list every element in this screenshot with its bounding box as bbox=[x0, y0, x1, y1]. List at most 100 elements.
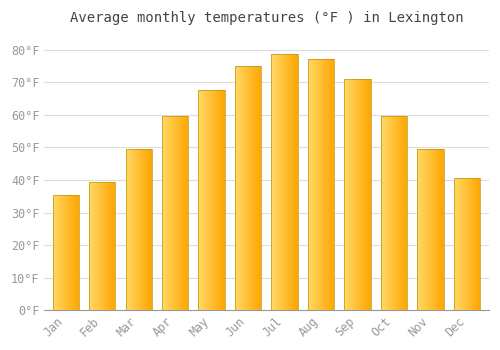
Bar bbox=[171, 117, 172, 310]
Bar bbox=[401, 117, 402, 310]
Bar bbox=[133, 149, 134, 310]
Bar bbox=[104, 182, 105, 310]
Bar bbox=[77, 195, 78, 310]
Bar bbox=[359, 79, 360, 310]
Bar bbox=[134, 149, 135, 310]
Bar bbox=[138, 149, 139, 310]
Bar bbox=[310, 59, 311, 310]
Bar bbox=[437, 149, 438, 310]
Bar bbox=[98, 182, 99, 310]
Bar bbox=[131, 149, 132, 310]
Bar bbox=[358, 79, 359, 310]
Bar bbox=[479, 178, 480, 310]
Bar bbox=[237, 66, 238, 310]
Bar bbox=[282, 54, 283, 310]
Bar bbox=[361, 79, 362, 310]
Bar bbox=[249, 66, 250, 310]
Bar bbox=[162, 117, 188, 310]
Bar bbox=[442, 149, 443, 310]
Bar bbox=[170, 117, 171, 310]
Bar bbox=[427, 149, 428, 310]
Bar bbox=[136, 149, 137, 310]
Bar bbox=[168, 117, 169, 310]
Bar bbox=[66, 195, 67, 310]
Bar bbox=[94, 182, 95, 310]
Bar bbox=[106, 182, 107, 310]
Bar bbox=[148, 149, 149, 310]
Bar bbox=[144, 149, 145, 310]
Bar bbox=[344, 79, 345, 310]
Bar bbox=[142, 149, 143, 310]
Bar bbox=[101, 182, 102, 310]
Bar bbox=[332, 59, 333, 310]
Bar bbox=[162, 117, 163, 310]
Bar bbox=[461, 178, 462, 310]
Bar bbox=[362, 79, 363, 310]
Bar bbox=[215, 90, 216, 310]
Bar bbox=[254, 66, 255, 310]
Bar bbox=[250, 66, 251, 310]
Bar bbox=[199, 90, 200, 310]
Bar bbox=[109, 182, 110, 310]
Bar bbox=[320, 59, 321, 310]
Bar bbox=[357, 79, 358, 310]
Bar bbox=[135, 149, 136, 310]
Bar bbox=[253, 66, 254, 310]
Bar bbox=[110, 182, 111, 310]
Bar bbox=[198, 90, 199, 310]
Bar bbox=[473, 178, 474, 310]
Bar bbox=[400, 117, 401, 310]
Bar bbox=[457, 178, 458, 310]
Bar bbox=[185, 117, 186, 310]
Bar bbox=[308, 59, 309, 310]
Bar bbox=[275, 54, 276, 310]
Bar bbox=[183, 117, 184, 310]
Bar bbox=[216, 90, 217, 310]
Bar bbox=[316, 59, 317, 310]
Bar bbox=[108, 182, 109, 310]
Bar bbox=[93, 182, 94, 310]
Bar bbox=[430, 149, 431, 310]
Bar bbox=[429, 149, 430, 310]
Bar bbox=[255, 66, 256, 310]
Bar bbox=[383, 117, 384, 310]
Bar bbox=[96, 182, 97, 310]
Bar bbox=[441, 149, 442, 310]
Bar bbox=[163, 117, 164, 310]
Bar bbox=[222, 90, 223, 310]
Bar bbox=[111, 182, 112, 310]
Bar bbox=[56, 195, 58, 310]
Bar bbox=[328, 59, 329, 310]
Bar bbox=[78, 195, 79, 310]
Bar bbox=[70, 195, 71, 310]
Bar bbox=[238, 66, 239, 310]
Bar bbox=[406, 117, 407, 310]
Bar bbox=[114, 182, 115, 310]
Bar bbox=[167, 117, 168, 310]
Bar bbox=[423, 149, 424, 310]
Bar bbox=[246, 66, 247, 310]
Bar bbox=[331, 59, 332, 310]
Bar bbox=[165, 117, 166, 310]
Bar bbox=[355, 79, 356, 310]
Bar bbox=[323, 59, 324, 310]
Bar bbox=[259, 66, 260, 310]
Bar bbox=[212, 90, 213, 310]
Bar bbox=[137, 149, 138, 310]
Bar bbox=[151, 149, 152, 310]
Bar bbox=[284, 54, 285, 310]
Bar bbox=[314, 59, 315, 310]
Bar bbox=[175, 117, 176, 310]
Bar bbox=[469, 178, 470, 310]
Bar bbox=[143, 149, 144, 310]
Bar bbox=[200, 90, 201, 310]
Bar bbox=[73, 195, 74, 310]
Bar bbox=[239, 66, 240, 310]
Bar bbox=[322, 59, 323, 310]
Bar bbox=[91, 182, 92, 310]
Bar bbox=[420, 149, 421, 310]
Bar bbox=[382, 117, 383, 310]
Bar bbox=[477, 178, 478, 310]
Bar bbox=[147, 149, 148, 310]
Bar bbox=[258, 66, 259, 310]
